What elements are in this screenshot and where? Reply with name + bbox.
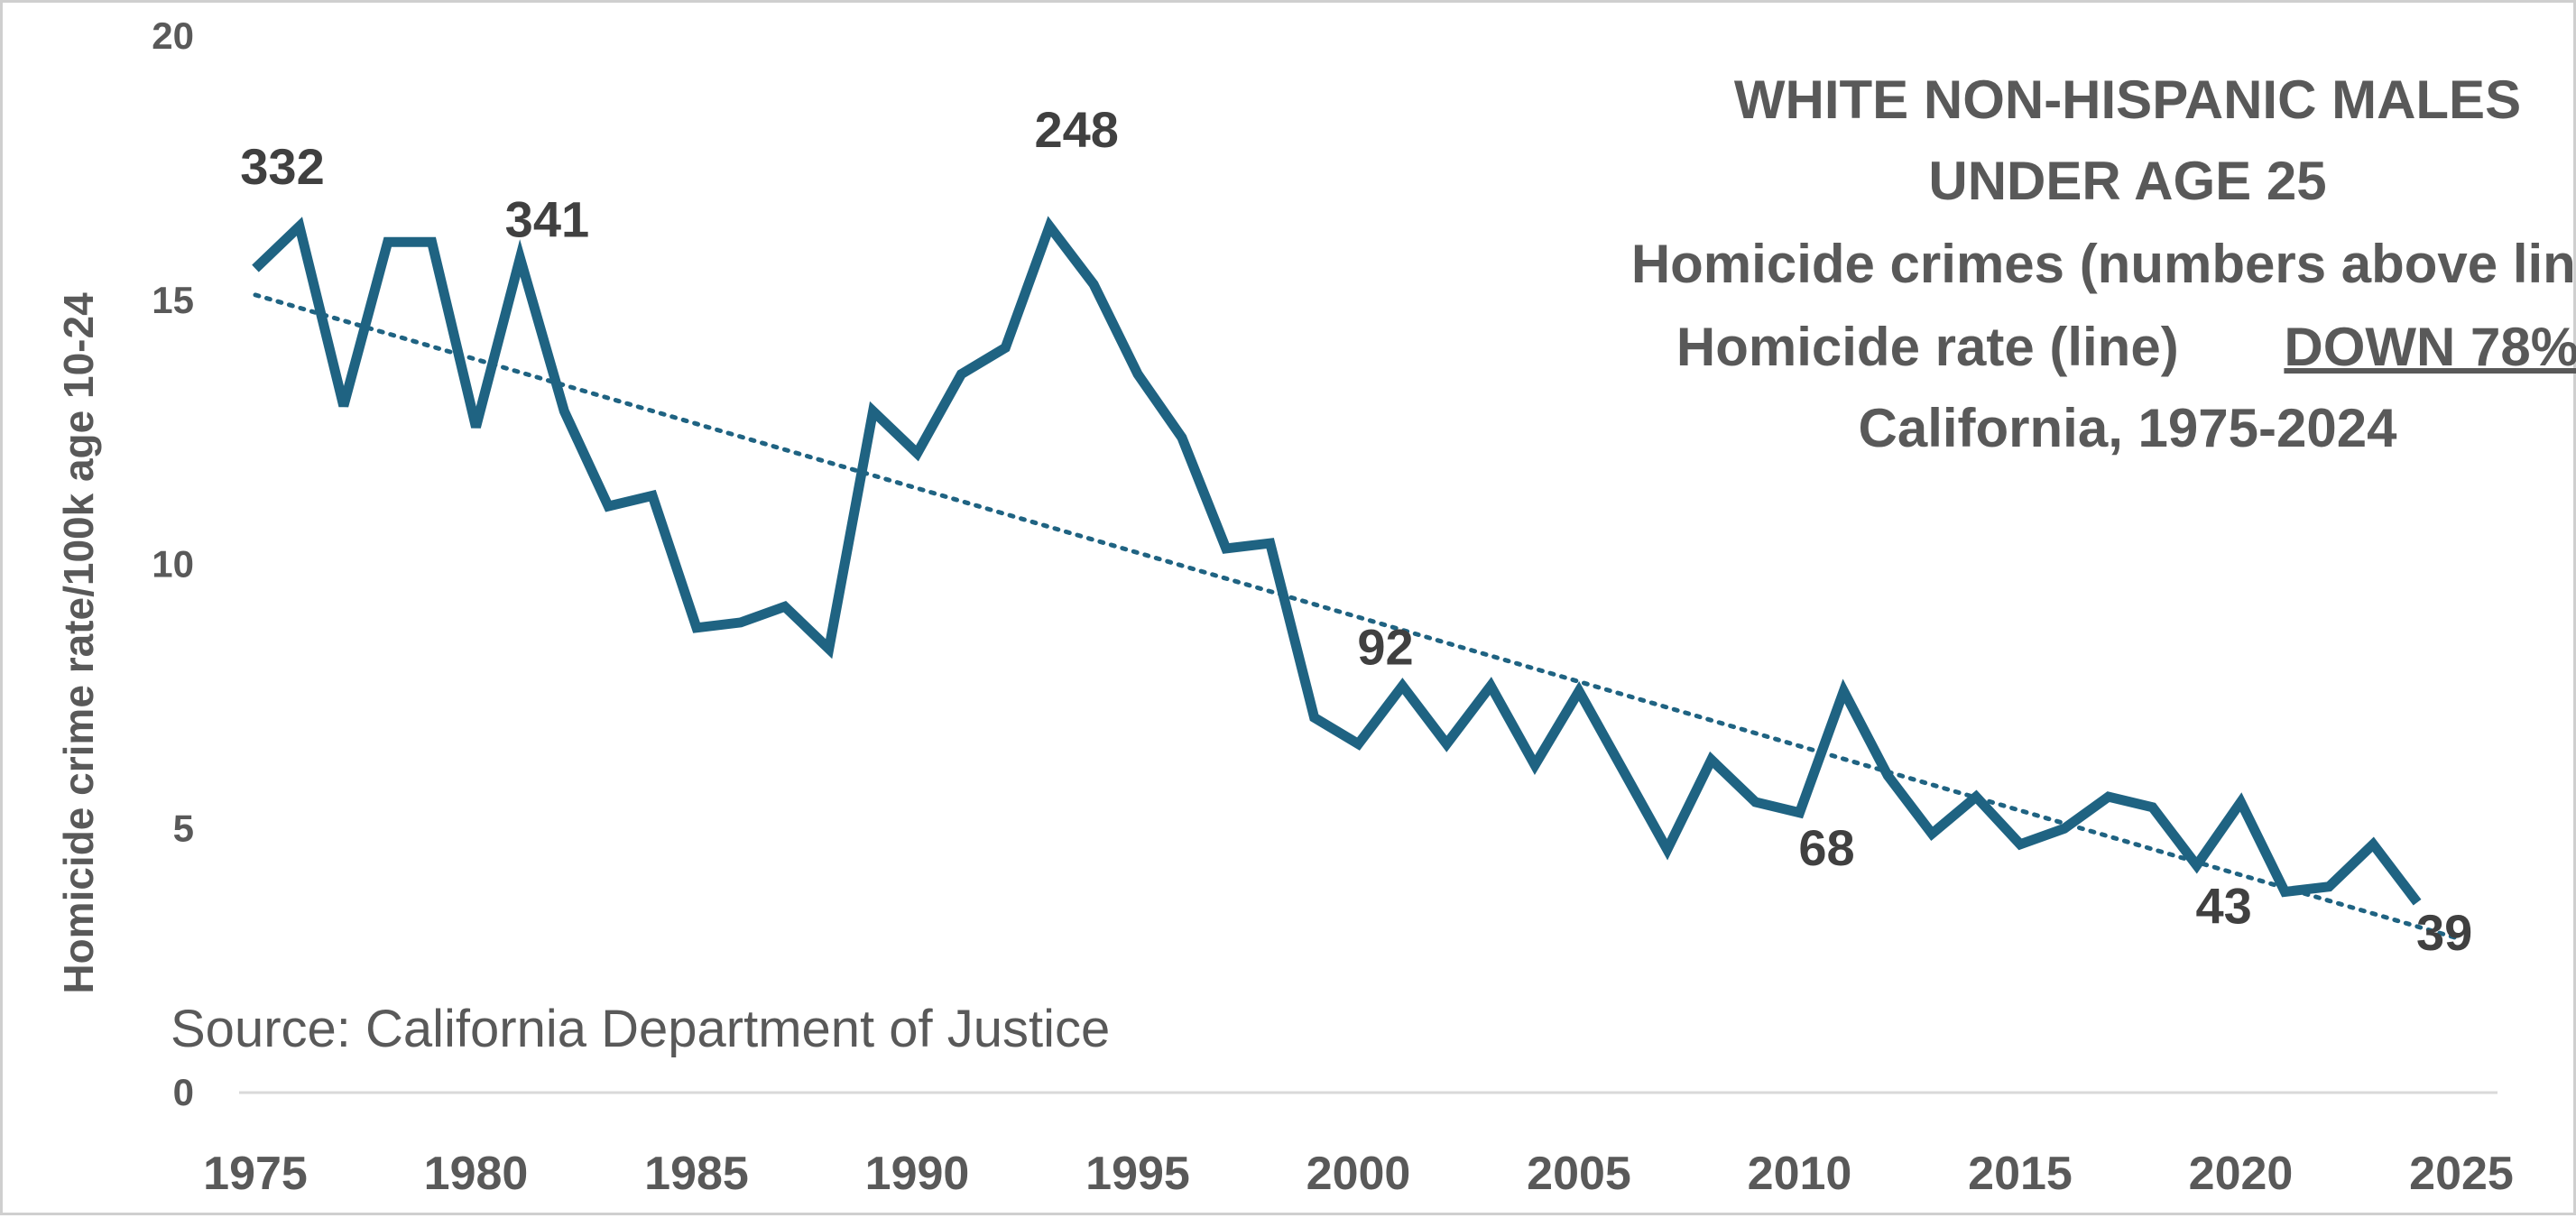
x-tick-label: 1990 <box>865 1148 970 1200</box>
y-tick-label: 15 <box>152 279 194 321</box>
trendline-group <box>255 295 2461 939</box>
x-tick-label: 2020 <box>2189 1148 2294 1200</box>
x-tick-label: 2025 <box>2409 1148 2514 1200</box>
title-line-5: California, 1975-2024 <box>1859 398 2398 458</box>
title-line-1: WHITE NON-HISPANIC MALES <box>1734 69 2521 130</box>
data-label: 68 <box>1798 819 1854 876</box>
x-tick-label: 1985 <box>644 1148 749 1200</box>
data-label: 39 <box>2416 904 2472 961</box>
title-line-2: UNDER AGE 25 <box>1928 151 2326 211</box>
data-label: 92 <box>1357 619 1413 676</box>
data-label: 341 <box>505 190 589 247</box>
x-tick-label: 1995 <box>1085 1148 1190 1200</box>
title-line-3: Homicide crimes (numbers above line) <box>1631 234 2576 294</box>
line-chart: 0 5 10 15 20 1975 1980 1985 1990 1995 2000 2005 201… <box>3 3 2576 1218</box>
source-note: Source: California Department of Justice <box>171 1000 1110 1058</box>
x-tick-label: 2005 <box>1527 1148 1631 1200</box>
y-tick-label: 10 <box>152 543 194 586</box>
chart-title: WHITE NON-HISPANIC MALES UNDER AGE 25 Ho… <box>1631 69 2576 458</box>
title-line-4-emphasis: DOWN 78% <box>2284 317 2576 377</box>
data-label: 43 <box>2195 878 2251 935</box>
x-tick-label: 2000 <box>1306 1148 1411 1200</box>
title-line-4: Homicide rate (line) DOWN 78% <box>1676 317 2576 377</box>
annotation-group: 332 341 248 92 68 43 39 <box>240 101 2472 961</box>
data-label: 332 <box>240 138 324 195</box>
y-axis-ticks: 0 5 10 15 20 <box>152 14 194 1113</box>
y-tick-label: 0 <box>173 1071 194 1113</box>
x-tick-label: 1980 <box>424 1148 529 1200</box>
data-label: 248 <box>1034 101 1118 158</box>
x-tick-label: 2015 <box>1968 1148 2073 1200</box>
x-axis-ticks: 1975 1980 1985 1990 1995 2000 2005 2010 2015 2020… <box>203 1148 2514 1200</box>
y-tick-label: 20 <box>152 14 194 57</box>
title-line-4-text: Homicide rate (line) <box>1676 317 2179 377</box>
y-tick-label: 5 <box>173 807 194 849</box>
x-tick-label: 1975 <box>203 1148 308 1200</box>
y-axis-label: Homicide crime rate/100k age 10-24 <box>55 292 102 994</box>
x-tick-label: 2010 <box>1748 1148 1852 1200</box>
title-line-4-spacer <box>2193 317 2268 377</box>
trendline <box>255 295 2461 939</box>
